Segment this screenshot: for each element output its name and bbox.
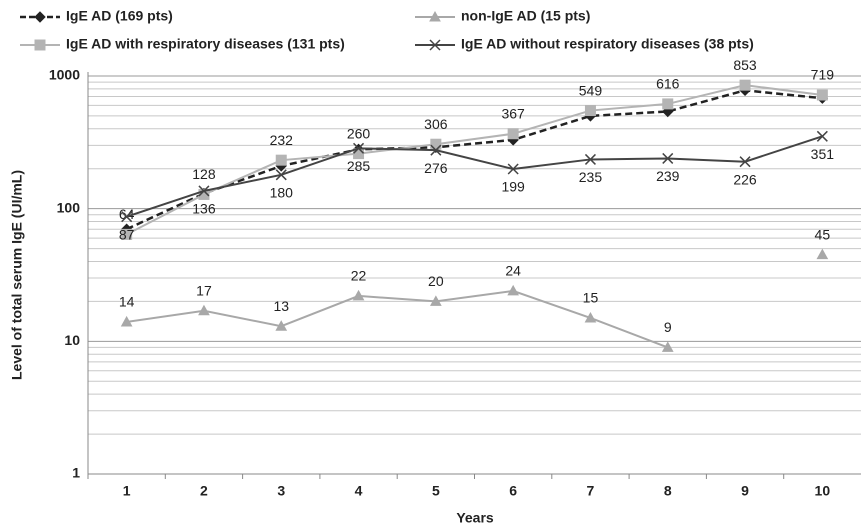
legend-label: IgE AD without respiratory diseases (38 … (461, 36, 754, 52)
series-line (126, 84, 823, 236)
data-label: 14 (119, 294, 135, 310)
marker (121, 211, 133, 223)
legend-item: IgE AD without respiratory diseases (38 … (415, 36, 754, 52)
marker (429, 39, 441, 51)
marker (34, 11, 46, 23)
legend-label: IgE AD with respiratory diseases (131 pt… (66, 36, 345, 52)
marker (662, 98, 674, 110)
data-label: 64 (119, 206, 135, 222)
data-label: 87 (119, 226, 135, 242)
marker (739, 79, 751, 91)
marker (816, 248, 829, 260)
marker (507, 284, 519, 296)
data-label: 306 (424, 116, 448, 132)
marker (507, 163, 519, 175)
marker (662, 105, 674, 118)
marker (353, 142, 365, 154)
data-label: 9 (664, 319, 672, 335)
data-label: 13 (273, 298, 289, 314)
marker (661, 341, 674, 352)
x-tick-label: 5 (432, 483, 440, 499)
data-label: 180 (270, 185, 294, 201)
data-label: 199 (501, 179, 525, 195)
legend-item: IgE AD (169 pts) (20, 8, 173, 24)
x-tick-label: 1 (123, 483, 131, 499)
data-label: 136 (192, 201, 216, 217)
legend-item: non-IgE AD (15 pts) (415, 8, 590, 24)
data-label: 239 (656, 168, 680, 184)
x-tick-label: 7 (587, 483, 595, 499)
x-tick-label: 9 (741, 483, 749, 499)
data-label: 285 (347, 158, 371, 174)
marker (584, 153, 596, 165)
y-tick-label: 1000 (49, 67, 80, 83)
data-label: 260 (347, 125, 371, 141)
legend-item: IgE AD with respiratory diseases (131 pt… (20, 36, 345, 52)
marker (275, 169, 287, 181)
data-label: 616 (656, 76, 680, 92)
y-tick-label: 10 (64, 332, 80, 348)
data-label: 367 (501, 105, 525, 121)
y-axis-label: Level of total serum IgE (UI/mL) (9, 170, 25, 380)
data-label: 232 (270, 132, 294, 148)
x-tick-label: 10 (815, 483, 831, 499)
x-tick-label: 3 (277, 483, 285, 499)
marker (816, 89, 828, 101)
marker (34, 39, 46, 51)
marker (662, 152, 674, 164)
data-label: 20 (428, 273, 444, 289)
y-tick-label: 100 (57, 199, 81, 215)
x-tick-label: 2 (200, 483, 208, 499)
x-tick-label: 4 (355, 483, 363, 499)
data-label: 226 (733, 171, 757, 187)
marker (198, 185, 210, 197)
marker (275, 320, 288, 331)
data-label: 719 (811, 67, 835, 83)
marker (429, 10, 441, 22)
marker (198, 188, 210, 200)
marker (275, 154, 287, 166)
data-label: 45 (815, 226, 831, 242)
x-axis-label: Years (456, 510, 494, 526)
marker (352, 289, 365, 301)
data-label: 128 (192, 166, 216, 182)
marker (739, 156, 751, 168)
data-label: 24 (505, 263, 521, 279)
data-label: 17 (196, 282, 212, 298)
y-tick-label: 1 (72, 465, 80, 481)
data-label: 22 (351, 268, 367, 284)
marker (430, 295, 442, 306)
x-tick-label: 8 (664, 483, 672, 499)
legend-label: IgE AD (169 pts) (66, 8, 173, 24)
marker (816, 130, 828, 142)
marker (507, 128, 519, 140)
data-label: 235 (579, 169, 603, 185)
marker (584, 311, 597, 323)
marker (430, 144, 442, 156)
marker (121, 228, 133, 240)
data-label: 351 (811, 146, 835, 162)
legend-label: non-IgE AD (15 pts) (461, 8, 590, 24)
data-label: 276 (424, 160, 448, 176)
data-label: 15 (583, 290, 599, 306)
data-label: 853 (733, 57, 757, 73)
marker (198, 304, 210, 316)
marker (584, 105, 596, 117)
x-tick-label: 6 (509, 483, 517, 499)
series-line (126, 135, 823, 218)
data-label: 549 (579, 82, 603, 98)
marker (120, 315, 133, 327)
series-line (126, 89, 823, 231)
